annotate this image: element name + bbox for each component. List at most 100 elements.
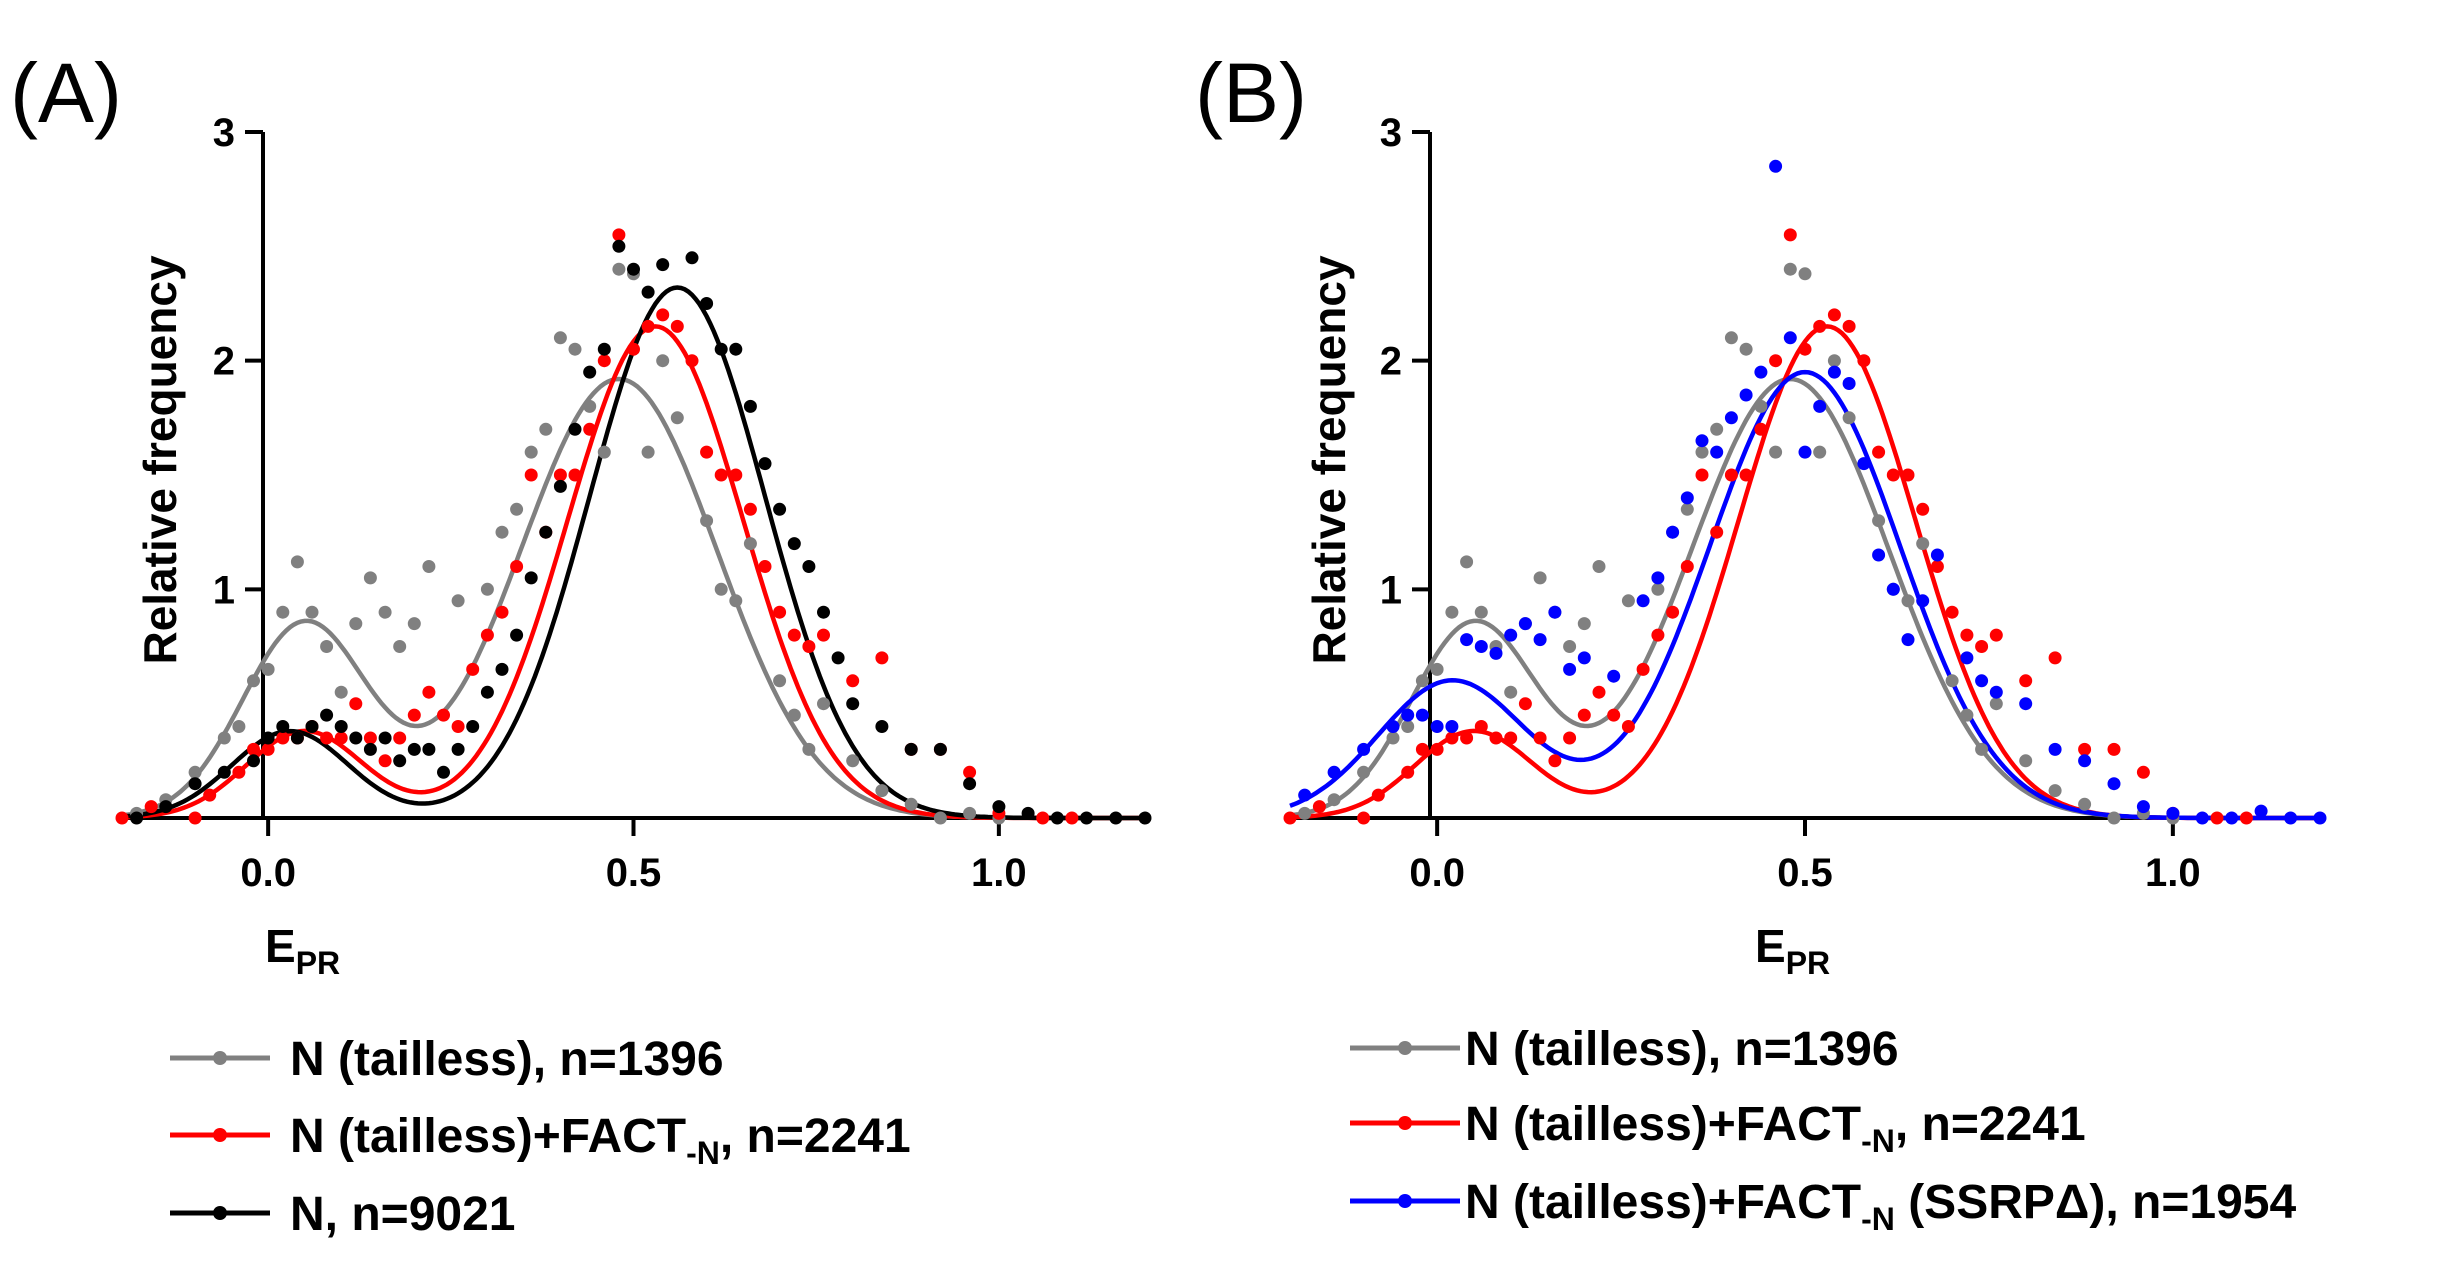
y-tick-label: 1 (1380, 568, 1402, 612)
data-point (1312, 800, 1326, 814)
data-point (130, 811, 144, 825)
data-point (1607, 708, 1621, 722)
data-point (1298, 806, 1312, 820)
data-point (1548, 754, 1562, 768)
data-point (2048, 784, 2062, 798)
data-point (802, 640, 816, 653)
data-point (1901, 594, 1915, 608)
data-point (831, 651, 845, 665)
data-point (144, 800, 158, 814)
data-point (1857, 457, 1871, 471)
y-tick-label: 3 (1380, 111, 1402, 155)
legend-label: N (tailless), n=1396 (1465, 1023, 1899, 1076)
data-point (1666, 605, 1680, 619)
data-point (1415, 674, 1429, 688)
data-point (1813, 445, 1827, 459)
x-axis-title: EPR (1755, 920, 1830, 981)
data-point (1401, 765, 1415, 779)
y-axis-title: Relative frequency (134, 255, 186, 664)
data-point (2019, 697, 2033, 711)
panel-label: (A) (10, 46, 122, 140)
data-point (188, 765, 202, 779)
data-point (670, 319, 684, 333)
data-point (247, 742, 260, 756)
x-tick-label: 0.5 (606, 851, 662, 895)
data-point (188, 811, 202, 825)
data-point (480, 685, 494, 699)
data-point (349, 617, 363, 631)
data-point (1975, 640, 1989, 653)
data-point (743, 399, 757, 413)
data-point (1577, 617, 1591, 631)
legend-label: N (tailless)+FACT-N, n=2241 (1465, 1098, 2086, 1159)
data-point (466, 662, 480, 676)
data-point (1592, 685, 1606, 699)
data-point (422, 742, 436, 756)
data-point (334, 685, 348, 699)
data-point (1445, 605, 1459, 619)
data-point (685, 251, 699, 265)
data-point (159, 800, 173, 814)
axes: 0.0 0.5 1.0 1 2 3 (122, 111, 1145, 895)
data-point (1357, 811, 1371, 825)
data-point (1489, 731, 1503, 745)
data-point (1430, 742, 1444, 756)
data-point (1930, 548, 1944, 562)
data-point (305, 605, 319, 619)
data-point (1548, 605, 1562, 619)
data-point (1563, 662, 1577, 676)
data-point (1357, 742, 1371, 756)
data-point (2210, 811, 2224, 825)
data-point (1592, 560, 1606, 573)
data-point (1960, 651, 1974, 665)
data-point (1577, 708, 1591, 722)
data-point (1724, 331, 1738, 345)
data-point (1474, 720, 1488, 733)
data-point (685, 354, 699, 368)
data-point (451, 594, 465, 608)
data-point (700, 445, 714, 459)
data-point (904, 797, 918, 811)
data-point (1460, 731, 1474, 745)
data-point (1533, 633, 1547, 647)
data-point (1989, 628, 2003, 642)
legend: N (tailless), n=1396 N (tailless)+FACT-N,… (1350, 1023, 2296, 1237)
data-point (305, 720, 319, 733)
data-point (1430, 662, 1444, 676)
data-point (510, 560, 524, 573)
data-point (451, 742, 465, 756)
data-point (568, 422, 582, 436)
data-point (1739, 342, 1753, 356)
data-point (524, 445, 538, 459)
data-point (1080, 811, 1093, 825)
data-point (1021, 806, 1035, 820)
data-point (773, 605, 787, 619)
data-point (641, 319, 655, 333)
data-point (714, 468, 728, 482)
data-point (787, 628, 801, 642)
data-point (261, 731, 275, 745)
data-point (1798, 445, 1812, 459)
data-point (1415, 742, 1429, 756)
y-axis-title: Relative frequency (1303, 255, 1355, 664)
data-point (583, 365, 597, 379)
data-point (1401, 708, 1415, 722)
data-point (1504, 685, 1518, 699)
data-point (422, 685, 436, 699)
data-point (1989, 685, 2003, 699)
data-point (612, 228, 626, 242)
data-point (1474, 640, 1488, 653)
data-point (1916, 537, 1930, 551)
data-point (1563, 640, 1577, 653)
data-point (743, 537, 757, 551)
data-point (1754, 365, 1768, 379)
data-point (1474, 605, 1488, 619)
data-point (612, 262, 626, 276)
data-point (2107, 811, 2121, 825)
data-point (407, 742, 421, 756)
data-point (1651, 628, 1665, 642)
data-point (1872, 548, 1886, 562)
data-point (1739, 388, 1753, 402)
data-point (773, 674, 787, 688)
data-point (1577, 651, 1591, 665)
